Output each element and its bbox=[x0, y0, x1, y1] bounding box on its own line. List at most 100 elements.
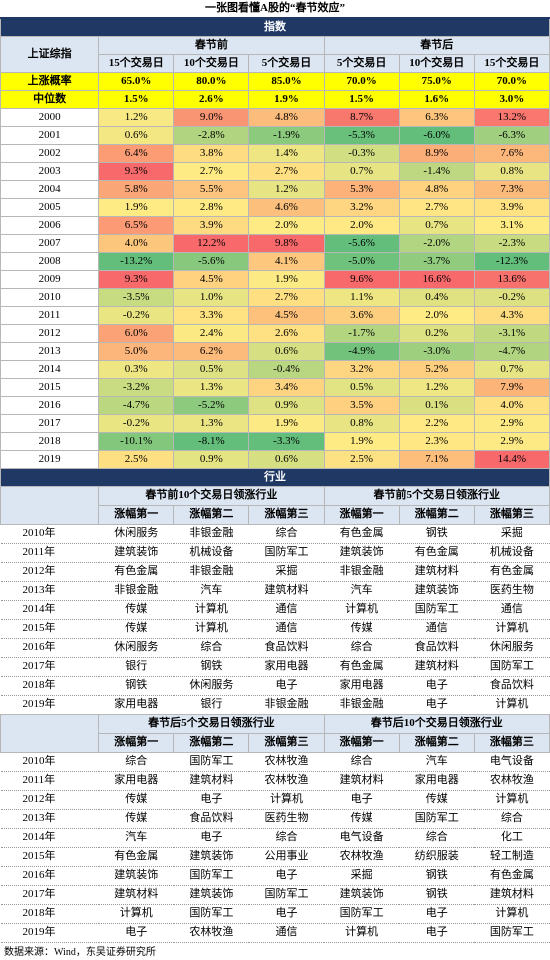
table-row: 2001 0.6% -2.8% -1.9% -5.3% -6.0% -6.3% bbox=[0, 125, 550, 145]
return-value: -0.4% bbox=[248, 359, 325, 379]
group-header: 春节前5个交易日领涨行业 bbox=[323, 485, 550, 506]
return-value: 7.1% bbox=[398, 449, 475, 469]
industry-name: 电气设备 bbox=[474, 752, 550, 772]
table-row: 2003 9.3% 2.7% 2.7% 0.7% -1.4% 0.8% bbox=[0, 161, 550, 181]
industry-name: 电子 bbox=[173, 790, 249, 810]
year-label: 2012 bbox=[0, 323, 100, 343]
table-row: 2007 4.0% 12.2% 9.8% -5.6% -2.0% -2.3% bbox=[0, 233, 550, 253]
return-value: -3.2% bbox=[98, 377, 175, 397]
return-value: 5.8% bbox=[98, 179, 175, 199]
industry-name: 电子 bbox=[399, 676, 475, 696]
industry-name: 电子 bbox=[248, 904, 325, 924]
section-header: 行业 bbox=[0, 467, 550, 487]
table-row: 2013年 传媒 食品饮料 医药生物 传媒 国防军工 综合 bbox=[0, 809, 550, 829]
return-value: 2.7% bbox=[173, 161, 250, 181]
industry-name: 传媒 bbox=[98, 790, 174, 810]
industry-name: 电子 bbox=[399, 923, 475, 943]
return-value: 0.2% bbox=[398, 323, 475, 343]
table-row: 2018 -10.1% -8.1% -3.3% 1.9% 2.3% 2.9% bbox=[0, 431, 550, 451]
blank-header bbox=[0, 485, 100, 525]
year-label: 2017年 bbox=[0, 885, 99, 905]
return-value: -4.7% bbox=[473, 341, 550, 361]
year-label: 2009 bbox=[0, 269, 100, 289]
table-row: 中位数 1.5% 2.6% 1.9% 1.5% 1.6% 3.0% bbox=[0, 89, 550, 109]
return-value: 2.7% bbox=[248, 161, 325, 181]
industry-name: 电子 bbox=[173, 828, 249, 848]
table-row: 2012 6.0% 2.4% 2.6% -1.7% 0.2% -3.1% bbox=[0, 323, 550, 343]
group-header: 春节前10个交易日领涨行业 bbox=[98, 485, 325, 506]
industry-name: 有色金属 bbox=[474, 866, 550, 886]
year-label: 2013年 bbox=[0, 809, 99, 829]
table-row: 2014年 传媒 计算机 通信 计算机 国防军工 通信 bbox=[0, 600, 550, 620]
return-value: 0.9% bbox=[248, 395, 325, 415]
return-value: -0.2% bbox=[98, 305, 175, 325]
industry-name: 国防军工 bbox=[399, 600, 475, 620]
return-value: -3.0% bbox=[398, 341, 475, 361]
year-label: 2010 bbox=[0, 287, 100, 307]
table-row: 2019 2.5% 0.9% 0.6% 2.5% 7.1% 14.4% bbox=[0, 449, 550, 469]
table-row: 上证综指 春节前 春节后 bbox=[0, 35, 550, 73]
industry-name: 计算机 bbox=[173, 600, 249, 620]
return-value: -13.2% bbox=[98, 251, 175, 271]
year-label: 2018年 bbox=[0, 676, 99, 696]
return-value: -2.3% bbox=[473, 233, 550, 253]
industry-name: 建筑装饰 bbox=[173, 847, 249, 867]
return-value: -0.2% bbox=[98, 413, 175, 433]
year-label: 2004 bbox=[0, 179, 100, 199]
industry-name: 综合 bbox=[98, 752, 174, 772]
industry-name: 公用事业 bbox=[248, 847, 325, 867]
year-label: 2006 bbox=[0, 215, 100, 235]
source-note: 数据来源：Wind，东吴证券研究所 bbox=[4, 946, 156, 958]
industry-name: 计算机 bbox=[474, 619, 550, 639]
industry-name: 休闲服务 bbox=[98, 524, 174, 544]
summary-value: 85.0% bbox=[248, 71, 325, 91]
table-row: 2018年 计算机 国防军工 电子 国防军工 电子 计算机 bbox=[0, 904, 550, 924]
return-value: -3.7% bbox=[398, 251, 475, 271]
return-value: 3.2% bbox=[323, 359, 400, 379]
industry-name: 建筑装饰 bbox=[98, 866, 174, 886]
table-row: 2014 0.3% 0.5% -0.4% 3.2% 5.2% 0.7% bbox=[0, 359, 550, 379]
year-label: 2005 bbox=[0, 197, 100, 217]
rank-header: 涨幅第三 bbox=[248, 504, 325, 525]
return-value: 1.0% bbox=[173, 287, 250, 307]
industry-name: 钢铁 bbox=[173, 657, 249, 677]
return-value: 2.9% bbox=[473, 431, 550, 451]
table-row: 2010年 休闲服务 非银金融 综合 有色金属 钢铁 采掘 bbox=[0, 524, 550, 544]
industry-name: 非银金融 bbox=[173, 524, 249, 544]
industry-name: 综合 bbox=[248, 828, 325, 848]
industry-name: 建筑材料 bbox=[248, 581, 325, 601]
industry-name: 国防军工 bbox=[474, 657, 550, 677]
industry-name: 通信 bbox=[248, 923, 325, 943]
industry-name: 计算机 bbox=[248, 790, 325, 810]
year-label: 2013 bbox=[0, 341, 100, 361]
return-value: 3.9% bbox=[173, 215, 250, 235]
industry-name: 电子 bbox=[248, 676, 325, 696]
industry-name: 非银金融 bbox=[173, 562, 249, 582]
return-value: 2.6% bbox=[248, 323, 325, 343]
industry-name: 汽车 bbox=[173, 581, 249, 601]
table-row: 2015年 有色金属 建筑装饰 公用事业 农林牧渔 纺织服装 轻工制造 bbox=[0, 847, 550, 867]
table-row: 2015 -3.2% 1.3% 3.4% 0.5% 1.2% 7.9% bbox=[0, 377, 550, 397]
industry-name: 计算机 bbox=[474, 695, 550, 715]
year-label: 2016年 bbox=[0, 638, 99, 658]
return-value: 0.6% bbox=[248, 449, 325, 469]
industry-name: 家用电器 bbox=[248, 657, 325, 677]
table-row: 2009 9.3% 4.5% 1.9% 9.6% 16.6% 13.6% bbox=[0, 269, 550, 289]
return-value: 1.9% bbox=[323, 431, 400, 451]
return-value: 4.8% bbox=[248, 107, 325, 127]
industry-name: 综合 bbox=[173, 638, 249, 658]
industry-name: 电子 bbox=[248, 866, 325, 886]
industry-name: 国防军工 bbox=[324, 904, 400, 924]
industry-name: 农林牧渔 bbox=[474, 771, 550, 791]
return-value: 1.3% bbox=[173, 413, 250, 433]
industry-name: 非银金融 bbox=[248, 695, 325, 715]
table-row: 涨幅第一 涨幅第二 涨幅第三 涨幅第一 涨幅第二 涨幅第三 bbox=[1, 732, 550, 753]
industry-name: 农林牧渔 bbox=[248, 771, 325, 791]
return-value: -5.2% bbox=[173, 395, 250, 415]
industry-name: 有色金属 bbox=[324, 657, 400, 677]
year-label: 2015 bbox=[0, 377, 100, 397]
period-header: 5个交易日 bbox=[248, 53, 325, 73]
year-label: 2010年 bbox=[0, 524, 99, 544]
